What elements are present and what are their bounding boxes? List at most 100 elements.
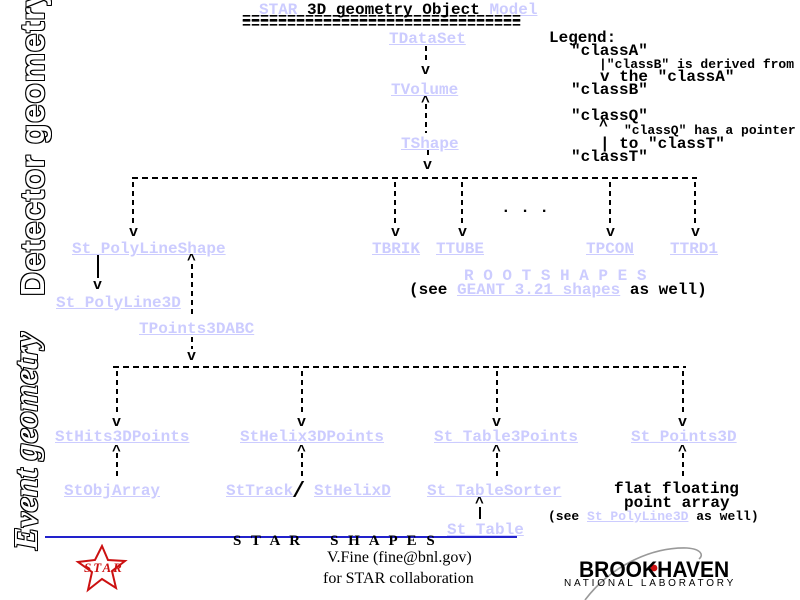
bnl-name: BROOKHAVEN [579,558,730,583]
connector-branch-sthelix [301,371,303,413]
caret-sorter: ^ [475,495,485,512]
legend-pointer-arrow: | to "classT" [600,135,725,153]
connector-sorter-sttable [479,507,481,519]
node-sthelix3dpoints[interactable]: StHelix3DPoints [240,428,385,446]
node-tbrik[interactable]: TBRIK [372,240,421,258]
connector-branch-ttube [461,182,463,223]
node-st-tablesorter[interactable]: St_TableSorter [427,482,562,500]
ellipsis-shapes: . . . [501,199,550,217]
legend-classB: "classB" [571,81,648,99]
polyline3d-link[interactable]: St_PolyLine3D [587,509,689,524]
arrow-down-sthelix: v [297,414,307,431]
legend-derive-arrow: v the "classA" [600,68,735,86]
arrow-down-polyline3d: v [93,277,103,294]
caret-sttable3: ^ [492,443,502,460]
connector-branch-tbrik [394,182,396,223]
legend-heading: Legend: [549,29,617,47]
flat-floating-label-line2: point array [624,494,730,512]
star-logo-icon: STAR [75,543,128,593]
connector-tpoints-down [191,337,193,349]
detector-geometry-heading: Detector geometry [14,0,51,296]
star-shapes-heading: S T A R S H A P E S [233,533,438,549]
arrow-down-sttable3: v [492,414,502,431]
node-sttrack[interactable]: StTrack [226,482,294,500]
star-logo: STAR [64,543,140,594]
connector-tshape-down [427,150,429,158]
connector-branch-stpoints3d [682,371,684,413]
node-st-table3points[interactable]: St_Table3Points [434,428,579,446]
footer-divider-line [45,536,517,538]
node-tpoints3dabc[interactable]: TPoints3DABC [139,320,255,338]
connector-polylineshape-tpoints [191,264,193,317]
legend-pointer-note: "classQ" has a pointer [624,123,796,138]
title-model-link[interactable]: Model [489,1,538,19]
node-tpcon[interactable]: TPCON [586,240,635,258]
connector-sthits-stobjarray [116,453,118,479]
node-sthits3dpoints[interactable]: StHits3DPoints [55,428,190,446]
connector-branch-polylineshape [132,182,134,223]
collaboration-credit: for STAR collaboration [323,570,474,587]
connector-stpoints3d-flat [682,453,684,477]
title-underline-row2: =============================== [242,16,522,33]
arrow-down-tvolume: v [421,62,431,79]
caret-stpoints3d: ^ [678,443,688,460]
connector-sthelix-sttrack [301,453,303,479]
node-st-table[interactable]: St_Table [447,521,524,539]
node-st-polyline3d[interactable]: St_PolyLine3D [56,294,181,312]
bnl-swoosh-icon [584,547,703,600]
arrow-down-shapes: v [423,157,433,174]
flat-floating-label-line1: flat floating [614,480,739,498]
see-polyline3d-note: (see St_PolyLine3D as well) [548,509,759,524]
bnl-logo: BROOKHAVEN NATIONAL LABORATORY [555,525,770,600]
node-ttrd1[interactable]: TTRD1 [670,240,719,258]
node-st-polylineshape[interactable]: St_PolyLineShape [72,240,226,258]
arrow-down-tbrik: v [391,224,401,241]
connector-branch-sttable3 [496,371,498,413]
node-sthelixd[interactable]: StHelixD [314,482,391,500]
node-stobjarray[interactable]: StObjArray [64,482,161,500]
caret-polylineshape: ^ [187,252,197,269]
arrow-down-tpcon: v [606,224,616,241]
page-title: STAR 3D geometry Object Model [259,1,537,19]
legend-classT: "classT" [571,148,648,166]
node-tvolume[interactable]: TVolume [391,81,459,99]
connector-branch-sthits [116,371,118,413]
author-credit: V.Fine (fine@bnl.gov) [327,549,472,566]
branch-line-shapes [132,177,697,179]
arrow-down-ttube: v [458,224,468,241]
connector-tvolume-tshape [425,104,427,133]
connector-tdataset-down [425,46,427,63]
star-logo-text: STAR [84,560,124,575]
title-text: 3D geometry Object [297,1,490,19]
root-shapes-caption: R O O T S H A P E S [464,267,647,285]
connector-branch-ttrd1 [694,182,696,223]
node-tdataset[interactable]: TDataSet [389,30,466,48]
caret-sthits: ^ [112,443,122,460]
arrow-down-sthits: v [112,414,122,431]
title-underline-row1: =============================== [242,11,522,28]
arrow-down-ttrd1: v [691,224,701,241]
caret-sthelix: ^ [297,443,307,460]
legend-classQ: "classQ" [571,107,648,125]
arrow-down-polylineshape: v [129,224,139,241]
see-geant-note: (see GEANT 3.21 shapes as well) [409,281,707,299]
legend-classA: "classA" [571,42,648,60]
legend-derive-note: |"classB" is derived from [599,57,795,72]
connector-polylineshape-polyline3d [97,255,99,278]
bnl-subtitle: NATIONAL LABORATORY [564,578,737,589]
slash-separator: / [292,479,306,504]
node-ttube[interactable]: TTUBE [436,240,485,258]
title-star-link[interactable]: STAR [259,1,298,19]
connector-branch-tpcon [609,182,611,223]
arrow-down-points-branch: v [187,348,197,365]
legend-up-caret: ^ [599,118,609,135]
node-tshape[interactable]: TShape [401,135,459,153]
branch-line-points [113,366,686,368]
node-st-points3d[interactable]: St_Points3D [631,428,737,446]
geant-shapes-link[interactable]: GEANT 3.21 shapes [457,281,621,299]
caret-tvolume: ^ [421,94,431,111]
arrow-down-stpoints3d: v [678,414,688,431]
connector-sttable3-sorter [496,453,498,477]
event-geometry-heading: Event geometry [8,331,45,550]
